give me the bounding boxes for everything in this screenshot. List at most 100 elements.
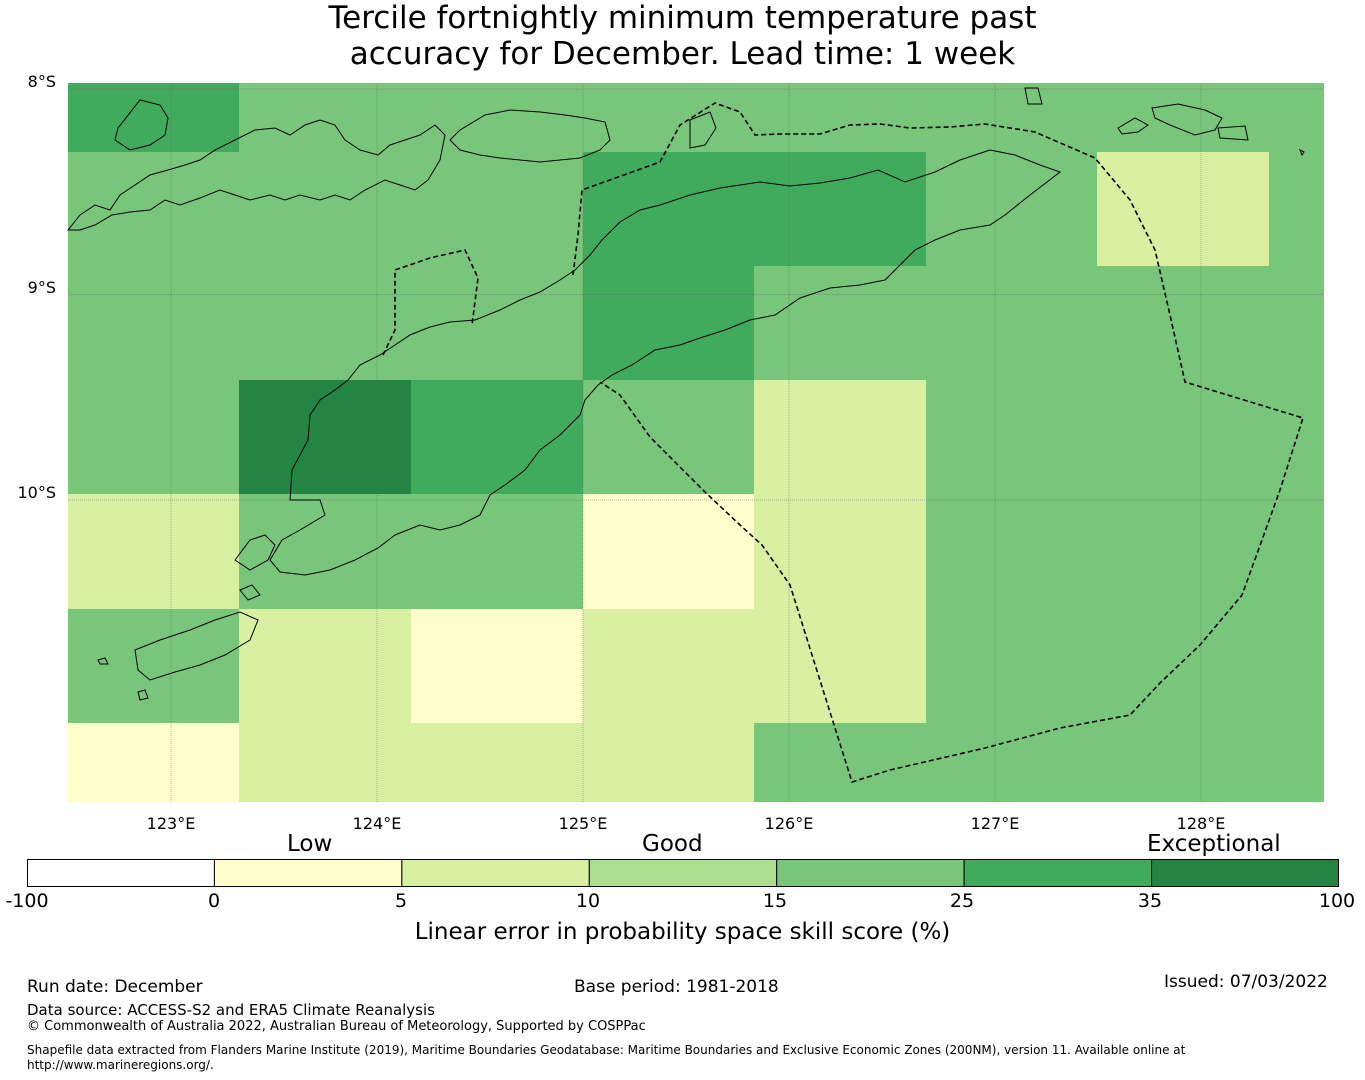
base-period: Base period: 1981-2018	[574, 977, 779, 997]
kisar-coastline	[1024, 87, 1043, 105]
grid-cell-r1-c5	[926, 152, 1097, 266]
grid-cell-r3-c3	[583, 380, 754, 494]
grid-cell-r2-c1	[239, 266, 411, 380]
grid-cell-r1-c0	[68, 152, 239, 266]
grid-cell-r6-c5	[926, 723, 1097, 802]
small-island-3	[1299, 148, 1305, 157]
grid-cell-r2-c7	[1269, 266, 1324, 380]
grid-cell-r5-c6	[1097, 609, 1269, 723]
lon-label-125e: 125°E	[558, 814, 608, 833]
grid-cell-r6-c6	[1097, 723, 1269, 802]
shapefile-credit-2: http://www.marineregions.org/.	[27, 1058, 214, 1072]
grid-cell-r4-c1	[239, 494, 411, 609]
grid-cell-r0-c7	[1269, 83, 1324, 152]
savu-coastline	[134, 611, 259, 681]
title-line-2: accuracy for December. Lead time: 1 week	[349, 36, 1016, 72]
tick-0: 0	[207, 890, 221, 912]
grid-cell-r2-c5	[926, 266, 1097, 380]
grid-cell-r5-c0	[68, 609, 239, 723]
grid-cell-r2-c2	[411, 266, 583, 380]
colorbar-segment-4	[776, 859, 965, 887]
grid-cell-r4-c5	[926, 494, 1097, 609]
rote-coastline	[234, 534, 276, 571]
colorbar-segment-6	[1151, 859, 1339, 887]
grid-cell-r3-c6	[1097, 380, 1269, 494]
grid-cell-r1-c6	[1097, 152, 1269, 266]
graticule	[68, 83, 1324, 802]
atauro-coastline	[689, 111, 717, 149]
tick-35: 35	[1137, 890, 1163, 912]
grid-cell-r5-c1	[239, 609, 411, 723]
category-exceptional: Exceptional	[1147, 831, 1281, 857]
lat-label-10s: 10°S	[17, 483, 56, 502]
grid-cell-r5-c4	[754, 609, 926, 723]
colorbar-segment-0	[27, 859, 215, 887]
grid-cell-r6-c3	[583, 723, 754, 802]
lakor-coastline	[1217, 125, 1249, 141]
lat-label-8s: 8°S	[27, 72, 56, 91]
grid-cell-r4-c7	[1269, 494, 1324, 609]
colorbar-segment-5	[963, 859, 1153, 887]
shapefile-credit-1: Shapefile data extracted from Flanders M…	[27, 1043, 1186, 1057]
grid-cell-r1-c7	[1269, 152, 1324, 266]
alor-coastline	[449, 109, 611, 163]
run-date: Run date: December	[27, 977, 203, 997]
lon-label-124e: 124°E	[352, 814, 402, 833]
lon-label-127e: 127°E	[970, 814, 1020, 833]
grid-cell-r3-c5	[926, 380, 1097, 494]
colorbar-segment-2	[401, 859, 590, 887]
grid-cell-r6-c2	[411, 723, 583, 802]
tick-100: 100	[1318, 890, 1356, 912]
grid-cell-r3-c1	[239, 380, 411, 494]
grid-cell-r1-c2	[411, 152, 583, 266]
grid-cell-r5-c2	[411, 609, 583, 723]
grid-cell-r5-c5	[926, 609, 1097, 723]
lon-label-123e: 123°E	[146, 814, 196, 833]
maritime-boundaries	[382, 102, 1305, 784]
colorbar	[27, 859, 1339, 887]
colorbar-title: Linear error in probability space skill …	[414, 919, 951, 945]
grid-cell-r1-c4	[754, 152, 926, 266]
category-low: Low	[287, 831, 333, 857]
grid-cell-r3-c2	[411, 380, 583, 494]
eez-boundary-oecusse	[382, 249, 479, 356]
grid-cell-r5-c7	[1269, 609, 1324, 723]
colorbar-segment-1	[213, 859, 403, 887]
tick-10: 10	[575, 890, 601, 912]
raijua-coastline	[137, 689, 149, 701]
lat-label-9s: 9°S	[27, 278, 56, 297]
grid-cell-r2-c3	[583, 266, 754, 380]
tick-5: 5	[394, 890, 408, 912]
grid-cell-r4-c2	[411, 494, 583, 609]
grid-cell-r2-c4	[754, 266, 926, 380]
grid-cell-r6-c7	[1269, 723, 1324, 802]
moa-coastline	[1151, 103, 1223, 136]
data-source: Data source: ACCESS-S2 and ERA5 Climate …	[27, 1001, 435, 1019]
grid-cell-r4-c0	[68, 494, 239, 609]
grid-cell-r4-c4	[754, 494, 926, 609]
coastlines	[66, 87, 1305, 701]
lon-label-128e: 128°E	[1176, 814, 1226, 833]
grid-cell-r0-c4	[754, 83, 926, 152]
grid-cell-r4-c6	[1097, 494, 1269, 609]
grid-cell-r0-c0	[68, 83, 239, 152]
wetar-coastline	[114, 99, 169, 151]
timor-coastline	[269, 149, 1062, 576]
small-island-2	[239, 584, 261, 601]
tick-15: 15	[762, 890, 788, 912]
skill-score-cells	[68, 83, 1324, 802]
grid-cell-r2-c6	[1097, 266, 1269, 380]
issued-date: Issued: 07/03/2022	[1164, 972, 1328, 992]
grid-cell-r3-c0	[68, 380, 239, 494]
grid-cell-r3-c4	[754, 380, 926, 494]
grid-cell-r5-c3	[583, 609, 754, 723]
grid-cell-r0-c3	[583, 83, 754, 152]
category-good: Good	[642, 831, 703, 857]
grid-cell-r6-c1	[239, 723, 411, 802]
grid-cell-r4-c3	[583, 494, 754, 609]
grid-cell-r0-c6	[1097, 83, 1269, 152]
colorbar-segment-3	[588, 859, 778, 887]
grid-cell-r6-c0	[68, 723, 239, 802]
grid-cell-r0-c2	[411, 83, 583, 152]
